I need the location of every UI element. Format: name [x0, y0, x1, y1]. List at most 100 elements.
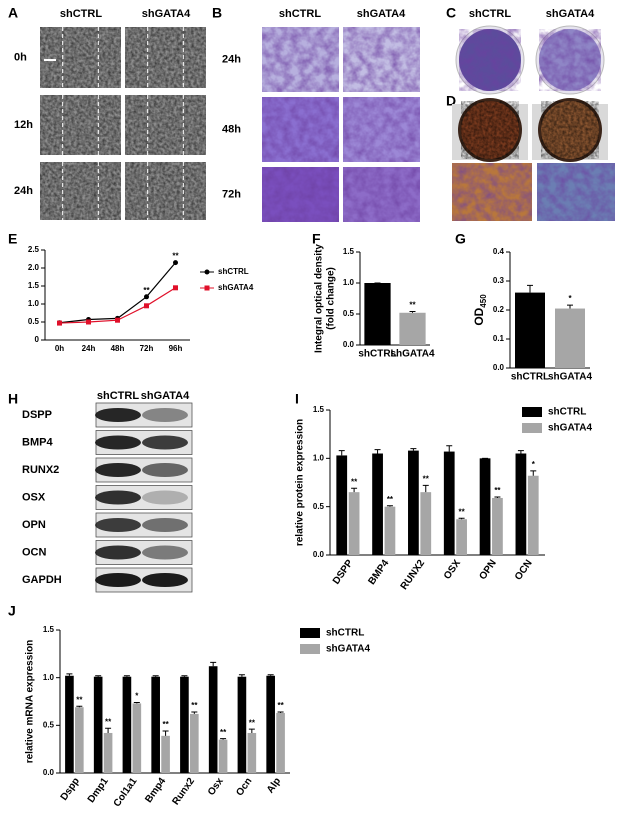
bar: [237, 676, 247, 773]
bar: [527, 475, 539, 555]
image-texture: [459, 29, 521, 91]
legend-swatch: [522, 407, 542, 417]
blot-band: [95, 518, 141, 532]
x-tick-label: shGATA4: [390, 349, 435, 360]
bar: [93, 676, 103, 773]
blot-band: [142, 435, 188, 450]
significance: **: [458, 507, 465, 516]
significance: **: [191, 701, 198, 710]
panel-label: J: [8, 603, 16, 619]
bar: [408, 450, 419, 555]
image-texture: [125, 27, 206, 88]
y-tick-label: 0.2: [493, 305, 505, 314]
bar: [103, 732, 113, 773]
panel-label: D: [446, 93, 456, 109]
y-tick-label: 0.1: [493, 334, 505, 343]
marker: [173, 260, 178, 266]
image-texture: [40, 162, 121, 220]
panel-label: E: [8, 231, 17, 247]
bar: [420, 492, 432, 555]
column-label: shGATA4: [141, 390, 190, 402]
error-bar: [220, 738, 227, 740]
blot-band: [95, 435, 141, 450]
panel-label: G: [455, 231, 466, 247]
error-bar: [133, 701, 140, 704]
blot-band: [142, 518, 188, 532]
legend-label: shGATA4: [548, 423, 593, 434]
bar: [479, 458, 491, 555]
y-tick-label: 2.5: [28, 245, 40, 254]
bar: [65, 675, 74, 773]
bar: [336, 455, 348, 555]
error-bar: [517, 450, 524, 454]
error-bar: [422, 484, 429, 493]
image-texture: [262, 167, 339, 222]
row-label: 72h: [222, 188, 241, 200]
y-tick-label: 0.0: [313, 550, 325, 559]
significance: **: [249, 718, 256, 727]
x-tick-label: Bmp4: [143, 776, 168, 805]
error-bar: [494, 496, 501, 498]
legend-marker: [204, 269, 210, 275]
x-tick-label: OPN: [477, 558, 498, 582]
image-texture: [125, 162, 206, 220]
y-tick-label: 1.0: [28, 299, 40, 308]
significance: **: [387, 495, 394, 504]
bar: [276, 712, 285, 773]
error-bar: [567, 304, 573, 309]
marker: [144, 303, 149, 309]
y-axis-label: Integral optical density: [314, 244, 325, 353]
image-texture: [40, 95, 121, 155]
image-texture: [343, 27, 420, 92]
bar: [555, 308, 585, 368]
bar: [443, 451, 455, 555]
row-label: OPN: [22, 519, 46, 531]
y-axis-label: OD450: [472, 294, 488, 326]
y-tick-label: 1.0: [43, 673, 55, 682]
significance: **: [494, 486, 501, 495]
bar: [399, 312, 426, 345]
panel-label: F: [312, 231, 321, 247]
significance: **: [76, 695, 83, 704]
row-label: OCN: [22, 546, 47, 558]
x-tick-label: Runx2: [170, 776, 197, 808]
marker: [86, 319, 91, 325]
row-label: DSPP: [22, 409, 52, 421]
blot-band: [95, 463, 141, 477]
column-label: shGATA4: [142, 8, 191, 20]
significance: **: [220, 728, 227, 737]
legend-swatch: [522, 423, 542, 433]
blot-band: [95, 408, 141, 422]
significance: **: [143, 286, 150, 295]
error-bar: [123, 675, 130, 677]
error-bar: [162, 730, 169, 736]
x-tick-label: 24h: [82, 344, 96, 353]
blot-band: [142, 545, 188, 560]
error-bar: [152, 675, 159, 677]
y-tick-label: 0.5: [28, 317, 40, 326]
error-bar: [248, 728, 255, 733]
error-bar: [530, 470, 537, 476]
y-tick-label: 1.5: [43, 625, 55, 634]
column-label: shCTRL: [469, 8, 511, 20]
error-bar: [95, 675, 102, 677]
error-bar: [409, 311, 416, 313]
error-bar: [386, 505, 393, 507]
significance: **: [172, 252, 179, 261]
bar: [218, 739, 228, 773]
image-texture: [262, 97, 339, 162]
image-texture: [343, 97, 420, 162]
row-label: 0h: [14, 51, 27, 63]
significance: *: [135, 692, 139, 701]
x-tick-label: BMP4: [366, 558, 391, 587]
blot-band: [142, 490, 188, 505]
marker: [57, 320, 62, 326]
bar: [364, 283, 391, 345]
marker: [173, 285, 178, 291]
error-bar: [267, 674, 274, 676]
significance: **: [162, 720, 169, 729]
y-tick-label: 1.5: [28, 281, 40, 290]
x-tick-label: RUNX2: [399, 558, 428, 592]
x-tick-label: shGATA4: [548, 372, 593, 383]
bar: [161, 735, 170, 773]
